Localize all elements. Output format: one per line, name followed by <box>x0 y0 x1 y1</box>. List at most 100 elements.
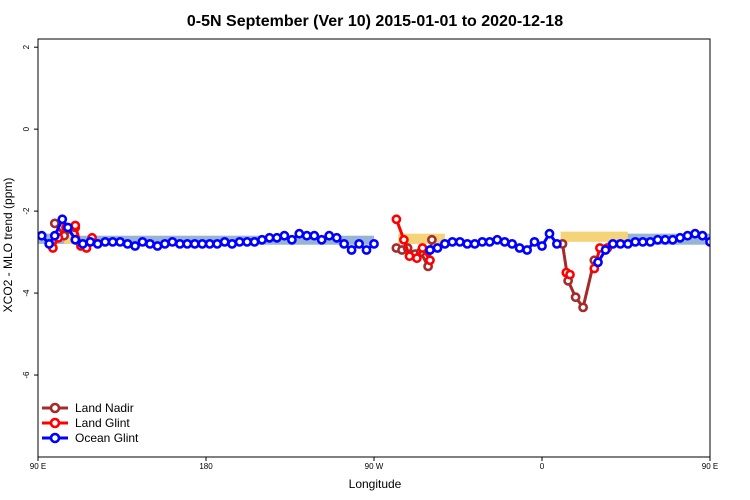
series-ocean-glint-point <box>339 238 349 249</box>
series-ocean-glint-point <box>514 243 525 253</box>
series-ocean-glint-point <box>115 236 125 247</box>
series-ocean-glint-point <box>439 238 450 249</box>
series-ocean-glint-point <box>623 238 633 249</box>
legend-item-land-nadir: Land Nadir <box>42 401 134 415</box>
series-ocean-glint-point <box>499 236 510 247</box>
chart-title: 0-5N September (Ver 10) 2015-01-01 to 20… <box>187 13 563 30</box>
series-ocean-glint-point <box>257 234 267 245</box>
series-land-glint-point <box>391 214 402 225</box>
series-ocean-glint-point <box>100 236 111 247</box>
series-land-glint-point <box>734 222 741 229</box>
x-ticks: 90 E 180 90 W 0 90 E <box>30 457 718 471</box>
series-ocean-glint-point <box>725 228 732 235</box>
series-ocean-glint-point <box>552 238 562 249</box>
series-ocean-glint-point <box>630 236 641 247</box>
series-ocean-glint-point <box>279 230 290 241</box>
series-ocean-glint-point <box>593 257 603 268</box>
series-ocean-glint-point <box>462 238 473 249</box>
series-ocean-glint-point <box>204 238 215 249</box>
series-ocean-glint-point <box>682 230 693 241</box>
series-ocean-glint-point <box>301 230 312 241</box>
series-ocean-glint-point <box>324 230 335 241</box>
series-land-nadir-point <box>578 302 588 313</box>
series-ocean-glint-point <box>316 234 327 245</box>
series-land-glint-point <box>727 232 734 239</box>
legend-swatch-marker <box>49 417 61 429</box>
series-ocean-glint-point <box>484 236 495 247</box>
series-ocean-glint-point <box>122 238 133 249</box>
y-tick-label: 2 <box>22 44 31 49</box>
legend-label: Land Glint <box>75 416 130 430</box>
series-ocean-glint-point <box>159 238 170 249</box>
series-ocean-glint-point <box>354 238 364 249</box>
series-ocean-glint-point <box>544 228 555 239</box>
series-ocean-glint-point <box>507 238 517 249</box>
series-ocean-glint-point <box>309 230 320 241</box>
series-land-nadir-point <box>723 220 730 227</box>
series-ocean-glint-point <box>652 234 663 245</box>
series-ocean-glint-point <box>529 236 540 247</box>
band-1-segment-1 <box>398 233 445 244</box>
series-land-nadir-point <box>731 228 738 235</box>
series-ocean-glint-point <box>219 236 230 247</box>
series-land-glint-point <box>398 234 409 245</box>
series-ocean-glint-point <box>92 238 103 249</box>
series-ocean-glint-point <box>145 238 155 249</box>
series-ocean-glint-point <box>137 236 148 247</box>
series-land-glint-line-4 <box>725 226 750 251</box>
series-ocean-glint-point <box>660 234 671 245</box>
series-ocean-glint-point <box>615 238 626 249</box>
series-ocean-glint-point <box>57 214 68 225</box>
x-tick-label: 90 E <box>702 462 718 471</box>
series-ocean-glint-point <box>286 234 297 245</box>
series-ocean-glint-point <box>44 238 55 249</box>
series-land-glint-point <box>721 244 728 251</box>
plot-frame <box>37 38 711 458</box>
series-land-nadir-point <box>736 224 743 231</box>
y-ticks: 2 0 -2 -4 -6 <box>22 44 38 379</box>
series-ocean-glint-point <box>38 230 47 241</box>
y-axis-label: XCO2 - MLO trend (ppm) <box>1 178 15 313</box>
series-land-nadir-point <box>426 234 437 245</box>
series-ocean-glint <box>38 214 750 268</box>
y-tick-label: -4 <box>22 289 31 297</box>
series-land-nadir-line-3 <box>727 223 744 235</box>
series-land-nadir-point <box>570 292 581 303</box>
legend-swatch-marker <box>49 402 61 414</box>
legend-label: Ocean Glint <box>75 431 139 445</box>
series-ocean-glint-point <box>697 230 708 241</box>
series-land-glint-point <box>565 269 575 280</box>
series-ocean-glint-point <box>469 238 480 249</box>
series-ocean-glint-point <box>130 241 140 251</box>
x-tick-label: 90 E <box>30 462 46 471</box>
series-ocean-glint-point <box>716 240 723 247</box>
series-ocean-glint-point <box>492 234 503 245</box>
series-land-nadir-point <box>49 218 60 229</box>
series-ocean-glint-point <box>49 230 60 241</box>
series-ocean-glint-point <box>447 236 458 247</box>
series-land-glint-point <box>70 220 81 231</box>
series-ocean-glint-point <box>369 238 379 249</box>
series-ocean-glint-point <box>63 222 73 233</box>
series-land-nadir-point <box>740 232 747 239</box>
legend-item-ocean-glint: Ocean Glint <box>42 431 139 445</box>
series-ocean-glint-point <box>212 238 223 249</box>
series-ocean-glint-point <box>234 236 245 247</box>
series-ocean-glint-point <box>425 245 435 255</box>
series-ocean-glint-point <box>690 228 700 239</box>
x-axis-label: Longitude <box>349 477 402 491</box>
series-land-glint-point <box>417 243 428 253</box>
series-ocean-glint-point <box>249 236 260 247</box>
series-ocean-glint-point <box>705 237 710 247</box>
series-land-glint-point <box>411 253 422 264</box>
x-tick-label: 180 <box>199 462 213 471</box>
series-ocean-glint-point <box>227 238 237 249</box>
series-ocean-glint-point <box>744 238 750 245</box>
series-land-glint-point <box>425 255 435 266</box>
series-ocean-glint-point <box>85 236 96 247</box>
series-ocean-glint-point <box>721 236 728 243</box>
x-tick-label: 90 W <box>365 462 384 471</box>
series-ocean-glint-point <box>454 236 465 247</box>
